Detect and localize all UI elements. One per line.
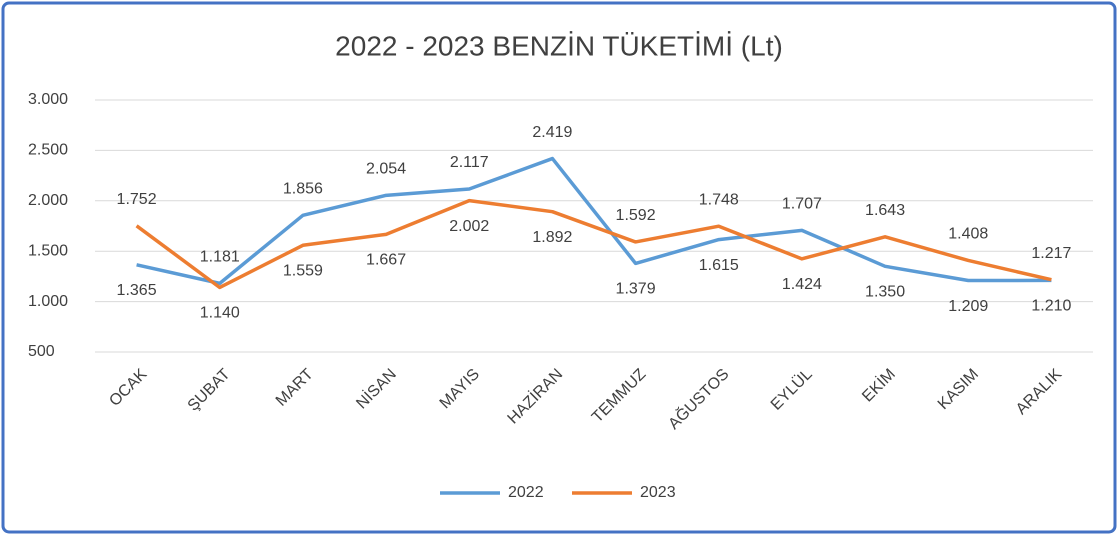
data-label: 1.379 bbox=[616, 281, 656, 298]
data-label: 1.350 bbox=[865, 284, 905, 301]
data-label: 2.054 bbox=[366, 161, 406, 178]
y-tick-label: 1.500 bbox=[28, 242, 68, 259]
data-label: 1.748 bbox=[699, 191, 739, 208]
data-label: 1.365 bbox=[117, 282, 157, 299]
data-label: 1.892 bbox=[532, 229, 572, 246]
legend-label: 2023 bbox=[640, 484, 676, 501]
data-label: 2.419 bbox=[532, 124, 572, 141]
y-tick-label: 1.000 bbox=[28, 293, 68, 310]
data-label: 1.209 bbox=[948, 298, 988, 315]
y-tick-label: 500 bbox=[28, 343, 55, 360]
data-label: 1.181 bbox=[200, 249, 240, 266]
legend-label: 2022 bbox=[508, 484, 544, 501]
data-label: 1.408 bbox=[948, 226, 988, 243]
data-label: 2.117 bbox=[450, 154, 489, 171]
data-label: 1.210 bbox=[1031, 298, 1071, 315]
data-label: 1.667 bbox=[366, 252, 406, 269]
data-label: 1.707 bbox=[782, 196, 822, 213]
data-label: 1.559 bbox=[283, 262, 323, 279]
data-label: 1.217 bbox=[1031, 245, 1071, 262]
chart-title: 2022 - 2023 BENZİN TÜKETİMİ (Lt) bbox=[335, 30, 783, 61]
data-label: 1.424 bbox=[782, 276, 822, 293]
data-label: 1.615 bbox=[699, 257, 739, 274]
data-label: 1.592 bbox=[616, 207, 656, 224]
data-label: 1.856 bbox=[283, 181, 323, 198]
data-label: 1.752 bbox=[117, 191, 157, 208]
y-tick-label: 3.000 bbox=[28, 91, 68, 108]
data-label: 1.643 bbox=[865, 202, 905, 219]
data-label: 1.140 bbox=[200, 305, 240, 322]
y-tick-label: 2.000 bbox=[28, 192, 68, 209]
line-series bbox=[136, 156, 1052, 286]
y-tick-label: 2.500 bbox=[28, 142, 68, 159]
line-series bbox=[135, 198, 1052, 290]
data-label: 2.002 bbox=[449, 218, 489, 235]
